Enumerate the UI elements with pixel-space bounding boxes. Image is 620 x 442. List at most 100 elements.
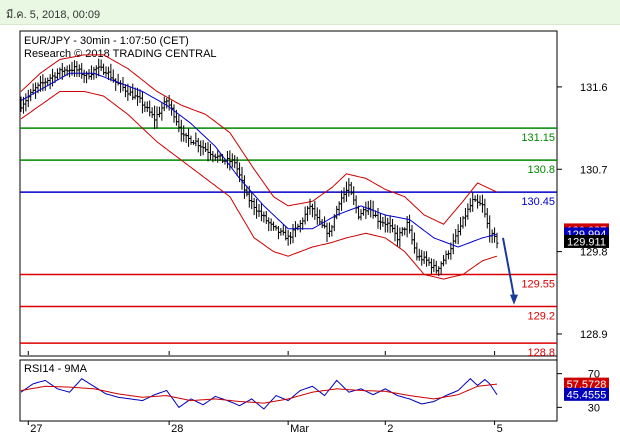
price-bar: [474, 195, 477, 201]
price-bar: [80, 63, 83, 79]
x-tick-label: 2: [387, 423, 393, 435]
price-bar: [420, 250, 423, 266]
price-bar: [282, 224, 285, 235]
price-bar: [488, 215, 491, 242]
price-bar: [287, 230, 290, 246]
price-bar: [430, 258, 433, 274]
price-bar: [95, 65, 98, 78]
price-bar: [304, 207, 307, 225]
price-bar: [105, 66, 108, 76]
price-bar: [265, 211, 268, 224]
price-bar: [360, 209, 363, 220]
price-bar: [44, 78, 47, 91]
price-tag-label: 129.911: [567, 236, 606, 248]
price-bar: [209, 144, 212, 160]
price-bar: [49, 74, 52, 89]
price-bar: [27, 90, 30, 107]
price-bar: [233, 155, 236, 168]
price-bar: [141, 91, 144, 113]
price-bar: [381, 217, 384, 227]
forecast-arrow-shaft: [503, 238, 514, 297]
price-bar: [391, 219, 394, 232]
price-bar: [343, 187, 346, 202]
price-bar: [479, 195, 482, 205]
price-bar: [486, 208, 489, 228]
lower-band-line: [21, 92, 497, 280]
chart-title: EUR/JPY - 30min - 1:07:50 (CET): [24, 35, 189, 47]
price-bar: [146, 101, 149, 112]
price-bar: [445, 250, 448, 264]
price-bar: [413, 232, 416, 253]
price-bar: [90, 65, 93, 79]
price-bar: [124, 84, 127, 97]
price-bar: [386, 218, 389, 233]
rsi-tick-label: 30: [588, 402, 600, 414]
price-bar: [447, 250, 450, 259]
price-bar: [403, 227, 406, 235]
upper-band-line: [21, 55, 497, 224]
price-bar: [496, 233, 499, 249]
price-bar: [418, 249, 421, 261]
price-bar: [151, 107, 154, 118]
x-tick-label: 28: [171, 423, 183, 435]
price-bar: [311, 204, 314, 218]
x-tick-label: 27: [30, 423, 42, 435]
rsi-line: [21, 379, 497, 409]
price-bar: [100, 60, 103, 72]
price-bar: [68, 65, 71, 78]
price-bar: [318, 209, 321, 225]
price-bar: [379, 213, 382, 230]
price-bar: [279, 228, 282, 236]
forecast-arrow-head: [510, 295, 518, 305]
price-bar: [435, 261, 438, 274]
price-bar: [316, 207, 319, 224]
price-bar: [466, 203, 469, 219]
price-bar: [296, 224, 299, 230]
price-bar: [156, 106, 159, 128]
price-bar: [289, 232, 292, 244]
price-bar: [190, 136, 193, 145]
price-bar: [299, 220, 302, 232]
price-bar: [97, 59, 100, 77]
level-label: 130.45: [521, 196, 555, 208]
price-bar: [34, 82, 37, 98]
price-bar: [326, 223, 329, 243]
y-tick-label: 131.6: [580, 82, 608, 94]
price-bar: [272, 222, 275, 231]
price-bar: [471, 193, 474, 212]
y-tick-label: 128.9: [580, 329, 608, 341]
price-bar: [384, 215, 387, 233]
price-bar: [83, 70, 86, 83]
price-bar: [408, 215, 411, 234]
price-bar: [165, 98, 168, 109]
price-bar: [457, 224, 460, 244]
price-tag: 129.911: [564, 235, 609, 249]
price-bar: [102, 64, 105, 75]
price-bar: [78, 64, 81, 77]
price-bar: [207, 142, 210, 161]
price-bar: [355, 195, 358, 213]
price-bar: [192, 140, 195, 145]
rsi-ma-line: [21, 384, 497, 403]
price-bar: [88, 69, 91, 79]
price-bar: [415, 242, 418, 260]
price-bar: [119, 80, 122, 93]
price-bar: [292, 224, 295, 243]
rsi-tag: 45.4555: [564, 388, 609, 402]
price-bar: [401, 227, 404, 236]
level-label: 128.8: [527, 347, 555, 359]
price-bar: [335, 206, 338, 219]
rsi-tag-label: 45.4555: [567, 389, 607, 401]
rsi-label: RSI14 - 9MA: [24, 363, 88, 375]
level-label: 130.8: [527, 164, 555, 176]
x-tick-label: 5: [497, 423, 503, 435]
price-bar: [250, 192, 253, 209]
price-bar: [262, 212, 265, 223]
price-bar: [173, 104, 176, 122]
price-bar: [187, 128, 190, 146]
level-label: 129.55: [521, 278, 555, 290]
level-label: 129.2: [527, 311, 555, 323]
price-bar: [352, 186, 355, 205]
price-bar: [158, 107, 161, 118]
